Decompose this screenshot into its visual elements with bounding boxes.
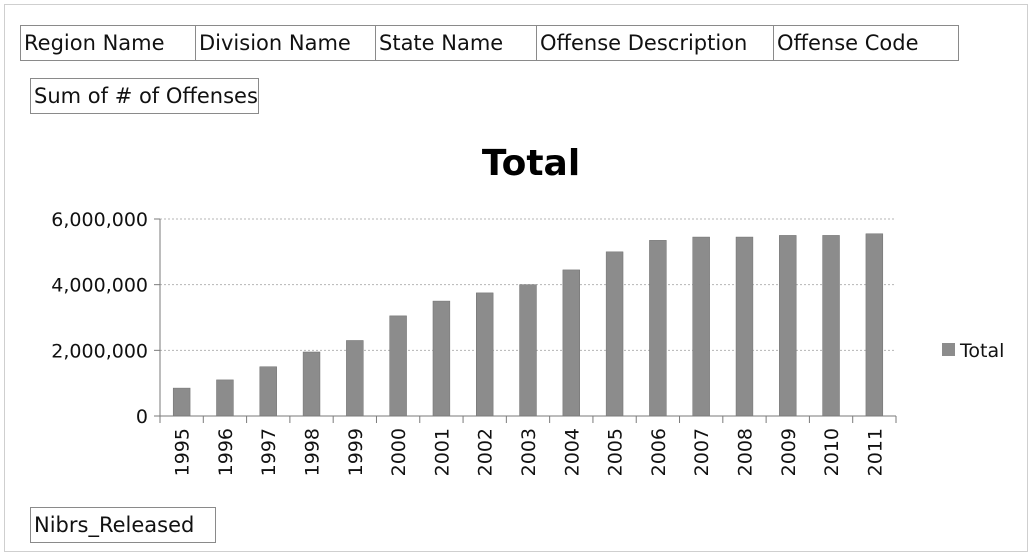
x-tick-label: 1995 xyxy=(172,428,194,476)
x-tick-label: 2011 xyxy=(864,428,886,476)
bar xyxy=(346,340,364,417)
x-tick-label: 1996 xyxy=(215,428,237,476)
bar xyxy=(822,235,840,417)
x-tick-label: 2008 xyxy=(734,428,756,476)
bar xyxy=(519,284,537,417)
y-tick-label: 4,000,000 xyxy=(51,275,148,297)
x-tick-label: 2007 xyxy=(691,428,713,476)
x-tick-label: 2000 xyxy=(388,428,410,476)
x-tick-label: 1998 xyxy=(302,428,324,476)
bar xyxy=(865,233,884,417)
y-tick-label: 2,000,000 xyxy=(51,340,148,362)
filter-division-name-button[interactable]: Division Name xyxy=(195,25,376,61)
legend-swatch xyxy=(942,343,955,356)
legend-label: Total xyxy=(959,340,1004,362)
filter-state-name-button[interactable]: State Name xyxy=(375,25,537,61)
bar xyxy=(562,269,580,417)
y-tick-label: 0 xyxy=(136,406,148,428)
x-tick-label: 1999 xyxy=(345,428,367,476)
filter-region-name-button[interactable]: Region Name xyxy=(20,25,196,61)
x-tick-label: 2004 xyxy=(561,428,583,476)
x-tick-label: 2001 xyxy=(431,428,453,476)
values-field-button[interactable]: Sum of # of Offenses xyxy=(30,78,259,114)
bar xyxy=(605,251,624,417)
x-tick-labels: 1995 1996 1997 1998 1999 2000 2001 2002 2003 2004… xyxy=(172,428,887,476)
x-tick-label: 2003 xyxy=(518,428,540,476)
x-tick-label: 2005 xyxy=(605,428,627,476)
axis-field-button[interactable]: Nibrs_Released xyxy=(30,507,216,543)
filter-offense-code-button[interactable]: Offense Code xyxy=(773,25,959,61)
x-tick-label: 2009 xyxy=(778,428,800,476)
bar xyxy=(649,240,667,417)
bar xyxy=(692,236,710,417)
bar-series xyxy=(172,233,884,417)
bar xyxy=(389,315,407,417)
bar xyxy=(476,292,494,417)
filter-offense-description-button[interactable]: Offense Description xyxy=(536,25,774,61)
bar xyxy=(216,379,234,417)
bar xyxy=(172,387,191,417)
axes xyxy=(154,218,897,423)
pivot-chart-area xyxy=(4,4,1028,552)
x-tick-label: 2006 xyxy=(648,428,670,476)
bar xyxy=(259,366,277,417)
chart-title: Total xyxy=(482,143,580,184)
x-tick-label: 2010 xyxy=(821,428,843,476)
x-tick-label: 1997 xyxy=(258,428,280,476)
bar xyxy=(432,300,451,417)
y-tick-label: 6,000,000 xyxy=(51,209,148,231)
x-tick-label: 2002 xyxy=(475,428,497,476)
bar xyxy=(779,235,797,417)
legend: Total xyxy=(942,340,1004,362)
bar xyxy=(302,351,321,417)
y-tick-labels: 0 2,000,000 4,000,000 6,000,000 xyxy=(51,209,148,428)
bar xyxy=(735,236,754,417)
